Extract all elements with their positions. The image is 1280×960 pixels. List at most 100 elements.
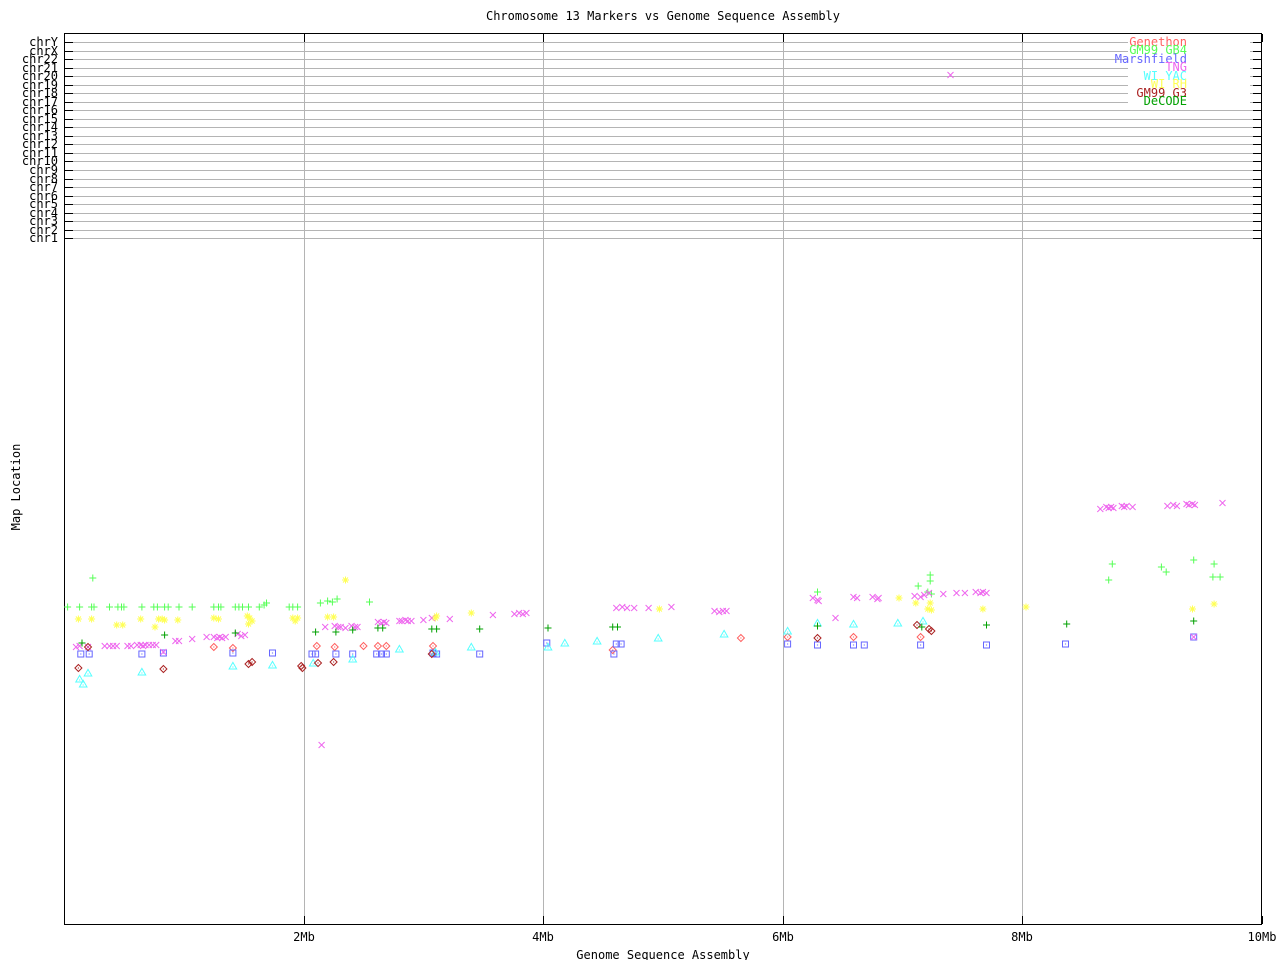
data-point <box>427 649 437 659</box>
data-point <box>612 604 620 612</box>
series-gm99-g3 <box>74 620 936 674</box>
chr-gridline <box>65 136 1261 137</box>
data-point <box>175 603 183 611</box>
data-point <box>78 679 88 688</box>
data-point <box>917 641 925 649</box>
data-point <box>229 649 237 657</box>
mb-gridline <box>543 34 544 924</box>
y-tick-left <box>65 127 73 128</box>
data-point <box>245 603 252 611</box>
data-point <box>926 577 934 585</box>
chart-title: Chromosome 13 Markers vs Genome Sequence… <box>485 9 840 23</box>
y-tick-label: chrY <box>29 35 58 49</box>
data-point <box>101 642 109 650</box>
data-point <box>175 637 183 645</box>
data-point <box>466 642 476 651</box>
data-point <box>333 595 341 603</box>
y-tick-left <box>65 161 73 162</box>
data-point <box>137 615 145 623</box>
y-tick-left <box>65 110 73 111</box>
y-tick-label: chr10 <box>21 154 58 168</box>
legend-item-gm99-gb4: GM99 GB4 <box>1100 44 1260 56</box>
x-tick-label: 6Mb <box>772 930 794 944</box>
data-point <box>312 641 322 651</box>
data-point <box>88 615 96 623</box>
data-point <box>113 621 121 629</box>
y-tick-right <box>1253 230 1261 231</box>
data-point <box>433 625 441 633</box>
y-tick-right <box>1253 144 1261 145</box>
data-point <box>408 617 415 625</box>
data-point <box>467 609 475 617</box>
data-point <box>1123 502 1130 510</box>
chr-gridline <box>65 213 1261 214</box>
data-point <box>617 640 625 648</box>
data-point <box>926 571 934 579</box>
data-point <box>920 591 928 599</box>
data-point <box>523 609 530 617</box>
data-point <box>947 71 954 79</box>
data-point <box>76 603 84 611</box>
y-tick-right <box>1253 136 1261 137</box>
data-point <box>246 614 254 622</box>
data-point <box>927 626 936 636</box>
y-tick-label: chr7 <box>29 180 58 194</box>
data-point <box>1162 568 1170 576</box>
data-point <box>267 660 278 669</box>
y-tick-label: chr13 <box>21 129 58 143</box>
data-point <box>983 621 990 629</box>
data-point <box>433 612 441 620</box>
data-point <box>151 623 159 631</box>
x-tick-top <box>543 34 544 42</box>
data-point <box>927 590 935 598</box>
data-point <box>313 658 323 668</box>
legend-label: Marshfield <box>1114 52 1187 66</box>
data-point <box>239 603 246 611</box>
y-tick-label: chr15 <box>21 112 58 126</box>
chr-gridline <box>65 221 1261 222</box>
chr-gridline <box>65 93 1261 94</box>
data-point <box>349 626 357 634</box>
y-tick-right <box>1253 153 1261 154</box>
data-point <box>161 616 169 624</box>
data-point <box>382 650 390 658</box>
chr-gridline <box>65 153 1261 154</box>
y-tick-left <box>65 170 73 171</box>
y-tick-left <box>65 85 73 86</box>
chr-gridline <box>65 85 1261 86</box>
data-point <box>655 605 663 613</box>
y-tick-right <box>1253 196 1261 197</box>
data-point <box>90 603 98 611</box>
data-point <box>814 588 821 596</box>
data-point <box>1173 502 1181 510</box>
x-axis-label: Genome Sequence Assembly <box>576 948 750 960</box>
y-tick-left <box>65 153 73 154</box>
y-tick-left <box>65 102 73 103</box>
legend-label: TNG <box>1165 60 1187 74</box>
data-point <box>653 633 663 642</box>
y-tick-left <box>65 59 73 60</box>
data-point <box>83 668 93 677</box>
data-point <box>832 614 839 622</box>
data-point <box>431 614 439 622</box>
data-point <box>294 603 302 611</box>
data-point <box>476 625 484 633</box>
data-point <box>289 614 297 622</box>
data-point <box>321 623 329 631</box>
data-point <box>294 614 302 622</box>
legend-item-wi-yac: WI YAC <box>1100 70 1260 82</box>
data-point <box>1219 499 1226 507</box>
data-point <box>113 642 121 650</box>
data-point <box>736 633 746 643</box>
data-point <box>446 615 454 623</box>
data-point <box>914 582 922 590</box>
x-tick-top <box>1262 34 1263 42</box>
y-tick-left <box>65 213 73 214</box>
data-point <box>174 616 182 624</box>
data-point <box>912 620 922 630</box>
y-tick-right <box>1253 119 1261 120</box>
y-tick-left <box>65 196 73 197</box>
legend-item-decode: DeCODE <box>1100 95 1260 107</box>
y-tick-left <box>65 204 73 205</box>
y-tick-left <box>65 144 73 145</box>
